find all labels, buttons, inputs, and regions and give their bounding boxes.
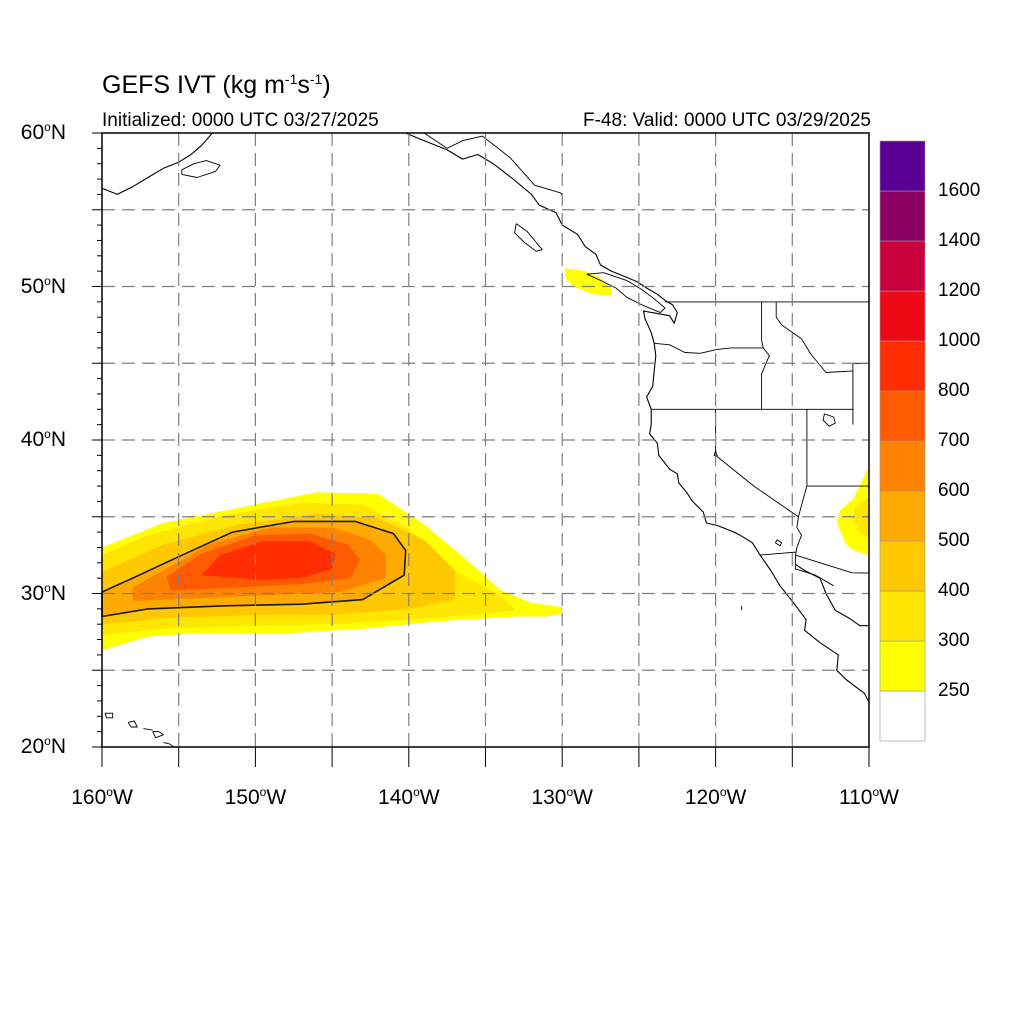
lon-label-160-degree: o (106, 785, 113, 799)
lat-label-50-value: 50 (21, 275, 44, 298)
geo-maui (153, 732, 164, 738)
colorbar-label-500: 500 (938, 530, 970, 552)
colorbar-swatch-5 (880, 441, 925, 491)
colorbar-swatch-6 (880, 391, 925, 441)
geo-molokai (143, 729, 152, 731)
geo-haida-gwaii (515, 224, 543, 252)
geo-ak-bc (424, 133, 562, 196)
geo-us-mexico (760, 552, 869, 573)
lon-label-110-value: 110 (839, 786, 872, 809)
lat-label-20-value: 20 (21, 735, 44, 758)
geo-kodiak (182, 161, 220, 178)
lon-label-150-value: 150 (225, 786, 260, 809)
lat-label-40: 40oN (21, 428, 66, 452)
colorbar-label-700: 700 (938, 430, 970, 452)
lon-label-160-value: 160 (71, 786, 106, 809)
lon-label-130-value: 130 (531, 786, 566, 809)
lon-label-130-hemisphere: W (573, 786, 593, 809)
colorbar-label-1200: 1200 (938, 280, 980, 302)
lat-label-60-degree: o (44, 120, 51, 134)
tick-layer (92, 133, 869, 767)
lon-label-120-value: 120 (685, 786, 720, 809)
colorbar-label-800: 800 (938, 380, 970, 402)
colorbar-label-1400: 1400 (938, 230, 980, 252)
lat-label-30-degree: o (44, 581, 51, 595)
colorbar-swatch-4 (880, 491, 925, 541)
colorbar-swatch-9 (880, 241, 925, 291)
geo-nv-az-ut (798, 409, 807, 517)
colorbar (880, 141, 925, 741)
lon-label-120-degree: o (720, 785, 727, 799)
geo-salton (775, 540, 781, 546)
lat-label-40-degree: o (44, 427, 51, 441)
lon-label-140: 140oW (364, 786, 454, 810)
lon-label-140-value: 140 (378, 786, 413, 809)
geo-ca-az (796, 517, 801, 552)
lon-label-160: 160oW (57, 786, 147, 810)
colorbar-swatch-7 (880, 341, 925, 391)
lon-label-120-hemisphere: W (727, 786, 747, 809)
lat-label-30-value: 30 (21, 582, 44, 605)
lat-label-50-degree: o (44, 274, 51, 288)
colorbar-swatch-10 (880, 191, 925, 241)
colorbar-label-1600: 1600 (938, 180, 980, 202)
lon-label-130: 130oW (517, 786, 607, 810)
colorbar-label-250: 250 (938, 680, 970, 702)
lat-label-20-hemisphere: N (51, 735, 66, 758)
colorbar-swatch-2 (880, 591, 925, 641)
lat-label-60-hemisphere: N (51, 121, 66, 144)
lon-label-150-hemisphere: W (266, 786, 286, 809)
colorbar-swatch-1 (880, 641, 925, 691)
lat-label-20-degree: o (44, 734, 51, 748)
colorbar-label-400: 400 (938, 580, 970, 602)
lat-label-20: 20oN (21, 735, 66, 759)
lon-label-120: 120oW (671, 786, 761, 810)
lat-label-50: 50oN (21, 275, 66, 299)
geo-mt-id (776, 302, 853, 373)
geo-kauai (105, 713, 113, 718)
lon-label-150: 150oW (210, 786, 300, 810)
colorbar-swatch-3 (880, 541, 925, 591)
lon-label-140-hemisphere: W (420, 786, 440, 809)
lat-label-30: 30oN (21, 582, 66, 606)
geo-wa-or (654, 343, 763, 353)
lat-label-40-value: 40 (21, 428, 44, 451)
lon-label-110-hemisphere: W (879, 786, 899, 809)
geo-mexico-int (795, 555, 833, 586)
geo-oahu (128, 721, 137, 727)
colorbar-label-600: 600 (938, 480, 970, 502)
geo-coast-mx-main (795, 564, 869, 625)
lon-label-110: 110oW (824, 786, 914, 810)
lat-label-40-hemisphere: N (51, 428, 66, 451)
colorbar-label-1000: 1000 (938, 330, 980, 352)
lat-label-50-hemisphere: N (51, 275, 66, 298)
lat-label-60: 60oN (21, 121, 66, 145)
lat-label-30-hemisphere: N (51, 582, 66, 605)
colorbar-label-300: 300 (938, 630, 970, 652)
colorbar-swatch-8 (880, 291, 925, 341)
lat-label-60-value: 60 (21, 121, 44, 144)
geo-great-salt-lake (823, 414, 835, 426)
lon-label-140-degree: o (413, 785, 420, 799)
lon-label-160-hemisphere: W (113, 786, 133, 809)
geo-id-west (762, 302, 770, 409)
gridline-layer (102, 133, 869, 747)
colorbar-swatch-11 (880, 141, 925, 191)
colorbar-swatch-0 (880, 691, 925, 741)
geo-ca-nv (716, 409, 799, 517)
